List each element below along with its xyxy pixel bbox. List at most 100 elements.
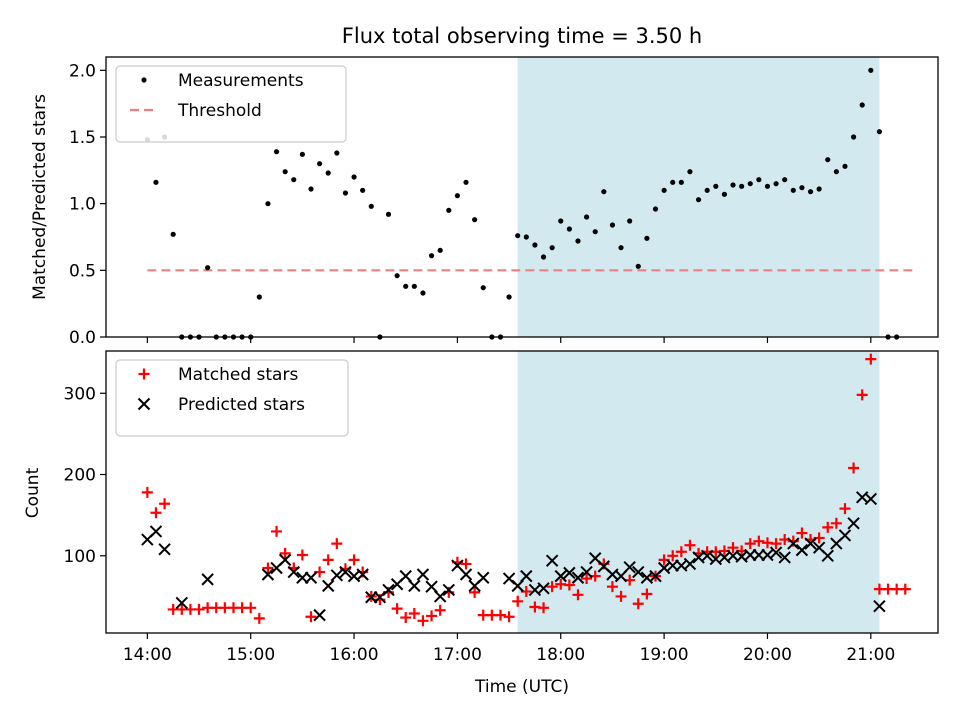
series-measurements [144, 67, 900, 340]
legend-label: Measurements [178, 71, 304, 91]
series-predicted-stars [141, 491, 886, 622]
x-tick-label: 18:00 [536, 645, 585, 665]
data-point [644, 235, 650, 241]
data-point [661, 187, 667, 193]
legend-marker [138, 368, 150, 380]
data-point [391, 603, 403, 615]
data-point [790, 187, 796, 193]
data-point [417, 615, 429, 627]
data-point [316, 161, 323, 167]
legend-box [115, 359, 349, 437]
x-tick-label: 17:00 [433, 645, 482, 665]
bottom-panel: 100 200 300 14:00 15:00 16:00 17:00 18:00 19:00 2… [64, 350, 939, 665]
top-legend: Measurements Threshold [115, 65, 347, 143]
y-tick-label: 1.0 [69, 195, 96, 215]
data-point [782, 177, 788, 183]
data-point [460, 558, 472, 570]
data-point [523, 234, 529, 240]
data-point [778, 551, 791, 564]
legend-label: Predicted stars [178, 395, 305, 415]
x-tick-label: 14:00 [123, 645, 172, 665]
data-point [856, 389, 868, 401]
data-point [256, 294, 262, 300]
data-point [675, 546, 687, 558]
data-point [799, 185, 805, 191]
x-axis-label: Time (UTC) [474, 677, 569, 697]
data-point [205, 265, 211, 271]
legend-label: Threshold [177, 101, 262, 121]
data-point [322, 554, 334, 566]
data-point [351, 174, 357, 180]
data-point [756, 177, 762, 183]
data-point [408, 579, 421, 593]
data-point [273, 149, 280, 155]
data-point [331, 538, 343, 550]
data-point [657, 561, 671, 575]
data-point [563, 566, 576, 580]
legend-label: Matched stars [178, 365, 298, 385]
data-point [511, 579, 524, 593]
data-point [434, 604, 446, 616]
data-point [583, 214, 590, 220]
data-point [141, 486, 153, 498]
legend-box [115, 65, 347, 143]
data-point [420, 290, 426, 296]
bottom-axes-frame [105, 350, 939, 634]
data-point [606, 581, 618, 593]
data-point [704, 187, 710, 193]
data-point [899, 583, 911, 595]
data-point [770, 538, 782, 550]
data-point [385, 211, 392, 217]
data-point [804, 537, 817, 550]
data-point [833, 169, 839, 175]
data-point [480, 285, 486, 291]
y-tick-label: 300 [64, 384, 96, 404]
data-point [325, 170, 331, 176]
data-point [278, 553, 292, 567]
y-tick-label: 0.0 [69, 328, 96, 348]
data-point [868, 67, 874, 73]
data-point [512, 595, 524, 607]
data-point [563, 579, 575, 591]
data-point [279, 547, 291, 559]
data-point [175, 596, 189, 610]
x-tick-label: 15:00 [226, 645, 275, 665]
data-point [201, 573, 214, 586]
data-point [744, 538, 756, 550]
data-point [503, 611, 515, 623]
data-point [864, 492, 878, 506]
y-tick-label: 100 [64, 547, 96, 567]
data-point [399, 569, 412, 583]
data-point [150, 507, 162, 519]
data-point [330, 569, 344, 582]
data-point [170, 231, 176, 237]
data-point [400, 612, 412, 624]
data-point [739, 183, 745, 189]
data-point [816, 186, 822, 192]
data-point [408, 607, 420, 619]
data-point [609, 222, 616, 228]
top-panel: 0.0 0.5 1.0 1.5 2.0 Measurements Threshold [69, 56, 939, 348]
x-tick-label: 20:00 [743, 645, 792, 665]
data-point [670, 179, 676, 185]
y-tick-label: 1.5 [69, 128, 96, 148]
bottom-legend: Matched stars Predicted stars [115, 359, 349, 437]
data-point [769, 546, 783, 559]
data-point [515, 233, 521, 239]
data-point [730, 182, 736, 188]
data-point [566, 226, 572, 232]
data-point [538, 602, 550, 614]
data-point [838, 529, 852, 542]
data-point [305, 611, 317, 623]
data-point [847, 517, 860, 530]
data-point [477, 571, 490, 584]
data-point [469, 586, 481, 598]
data-point [695, 197, 702, 203]
data-point [554, 569, 567, 583]
data-point [153, 179, 159, 185]
data-point [795, 543, 809, 557]
data-point [459, 568, 473, 581]
data-point [296, 549, 308, 561]
data-point [825, 157, 831, 163]
data-point [261, 568, 275, 581]
